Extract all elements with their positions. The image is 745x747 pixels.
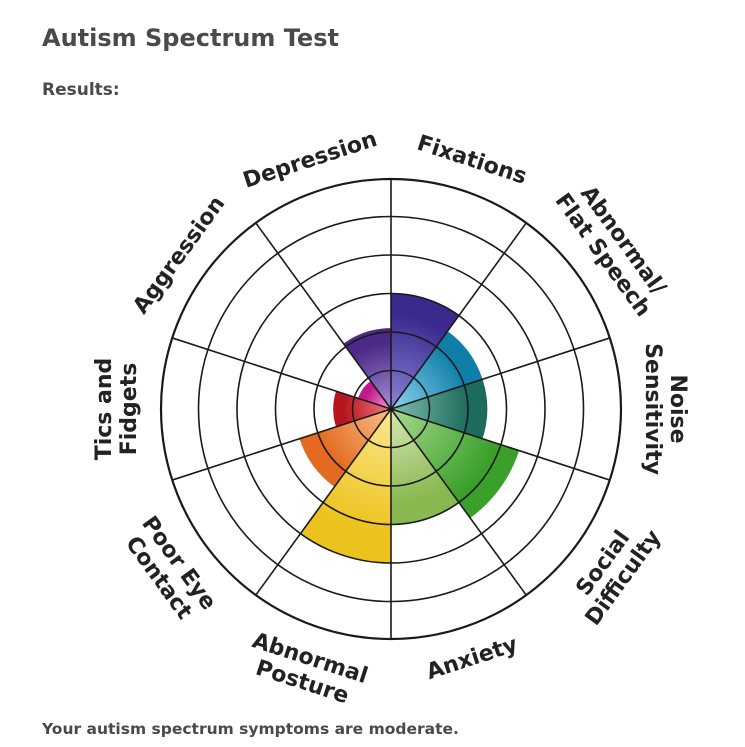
page-title: Autism Spectrum Test [42,24,339,52]
category-label: Tics andFidgets [92,358,142,461]
bar-segment [391,331,483,409]
category-label: Aggression [128,192,230,319]
grid-spoke [255,222,392,410]
grid-spoke [390,408,527,596]
bar-segment [299,409,391,487]
grid-spoke [390,337,610,410]
grid-spoke [172,408,392,481]
bar-segment [300,409,391,563]
bar-segment [391,409,459,525]
bar-segment [391,379,488,439]
bar-segment [333,391,391,427]
grid-spoke [390,222,527,410]
results-label: Results: [42,80,120,100]
category-label: AbnormalPosture [242,628,371,713]
category-label: Depression [240,126,380,193]
bar-segment [391,293,459,409]
category-label: NoiseSensitivity [641,343,691,475]
bar-segment [391,409,520,519]
category-label: Poor EyeContact [117,511,222,629]
grid-spoke [255,408,392,596]
chart-grid [159,177,623,641]
category-label: Anxiety [423,632,520,685]
bar-segment [343,328,391,409]
bar-segment [358,380,391,409]
category-label: Fixations [414,130,530,189]
category-label: Abnormal/Flat Speech [550,174,676,321]
category-label: SocialDifficulty [560,511,666,631]
grid-spoke [390,408,610,481]
chart-bars [299,293,520,563]
result-summary: Your autism spectrum symptoms are modera… [42,720,459,738]
grid-spoke [172,337,392,410]
